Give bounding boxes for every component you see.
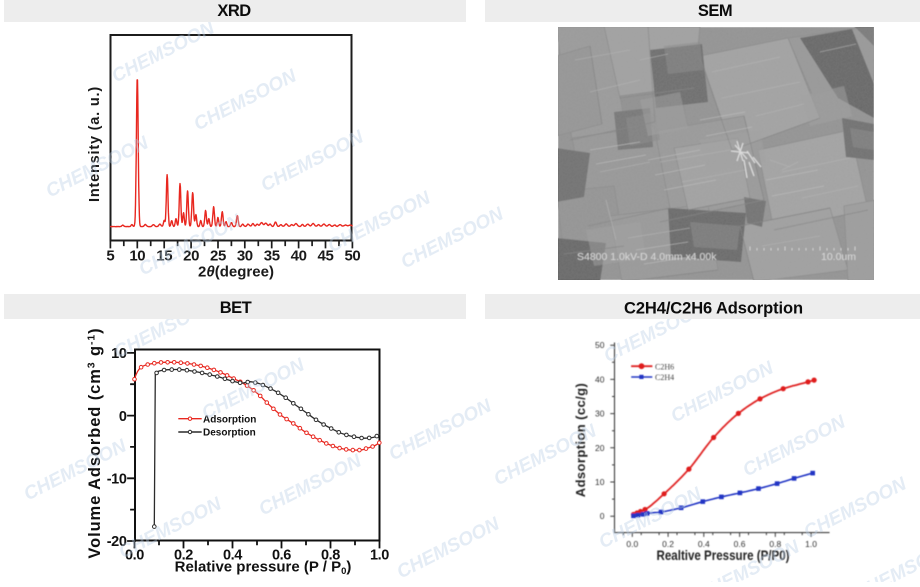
svg-text:Adsorption (cc/g): Adsorption (cc/g) xyxy=(573,383,588,497)
svg-text:10: 10 xyxy=(111,346,127,362)
svg-text:1.0: 1.0 xyxy=(805,539,817,549)
svg-text:0.6: 0.6 xyxy=(272,548,291,564)
svg-text:XRD: XRD xyxy=(217,2,251,20)
svg-text:0.0: 0.0 xyxy=(125,548,144,564)
svg-text:35: 35 xyxy=(264,248,280,265)
svg-text:0.8: 0.8 xyxy=(321,548,340,564)
svg-text:0: 0 xyxy=(119,409,127,425)
svg-text:10.0um: 10.0um xyxy=(821,251,856,263)
svg-text:Desorption: Desorption xyxy=(203,428,256,439)
svg-text:BET: BET xyxy=(220,299,252,317)
svg-text:30: 30 xyxy=(237,248,253,265)
svg-text:-20: -20 xyxy=(107,534,127,550)
svg-text:2θ(degree): 2θ(degree) xyxy=(198,264,274,281)
svg-text:Adsorption: Adsorption xyxy=(203,414,256,425)
svg-text:20: 20 xyxy=(595,443,605,453)
svg-text:10: 10 xyxy=(129,248,145,265)
svg-text:15: 15 xyxy=(156,248,172,265)
svg-text:C2H4: C2H4 xyxy=(655,373,674,382)
svg-text:10: 10 xyxy=(595,477,605,487)
svg-text:0.4: 0.4 xyxy=(223,548,242,564)
svg-text:40: 40 xyxy=(595,374,605,384)
svg-text:Relative pressure (P / P0): Relative pressure (P / P0) xyxy=(175,559,352,578)
svg-text:0.8: 0.8 xyxy=(769,539,781,549)
svg-text:S4800 1.0kV-D 4.0mm x4.00k: S4800 1.0kV-D 4.0mm x4.00k xyxy=(577,251,717,263)
svg-text:45: 45 xyxy=(318,248,334,265)
svg-text:C2H4/C2H6 Adsorption: C2H4/C2H6 Adsorption xyxy=(624,299,803,317)
svg-text:0.4: 0.4 xyxy=(698,539,710,549)
svg-text:50: 50 xyxy=(595,340,605,350)
svg-text:C2H6: C2H6 xyxy=(655,362,674,371)
svg-text:Realtive Pressure (P/P0): Realtive Pressure (P/P0) xyxy=(657,547,790,563)
svg-text:50: 50 xyxy=(344,248,360,265)
svg-text:0.0: 0.0 xyxy=(626,539,638,549)
svg-text:30: 30 xyxy=(595,409,605,419)
svg-text:0: 0 xyxy=(600,511,605,521)
svg-text:0.2: 0.2 xyxy=(662,539,674,549)
svg-text:SEM: SEM xyxy=(698,2,732,20)
svg-text:1.0: 1.0 xyxy=(370,548,389,564)
svg-text:25: 25 xyxy=(210,248,226,265)
svg-text:0.6: 0.6 xyxy=(734,539,746,549)
svg-text:0.2: 0.2 xyxy=(174,548,193,564)
svg-text:5: 5 xyxy=(106,248,114,265)
svg-text:Intensity (a. u.): Intensity (a. u.) xyxy=(87,86,103,202)
svg-text:20: 20 xyxy=(183,248,199,265)
svg-text:Volume Adsorbed (cm3 g-1): Volume Adsorbed (cm3 g-1) xyxy=(86,327,105,558)
svg-text:40: 40 xyxy=(291,248,307,265)
svg-text:-10: -10 xyxy=(107,472,127,488)
